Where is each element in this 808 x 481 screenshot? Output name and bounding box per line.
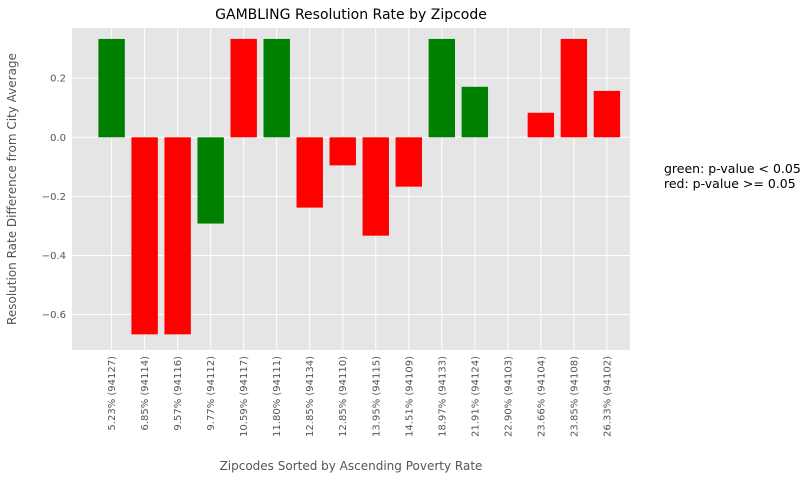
bar: [197, 137, 224, 224]
legend-entry-significant: green: p-value < 0.05: [664, 161, 801, 176]
bar: [164, 137, 191, 335]
bar: [230, 38, 257, 138]
x-tick-label: 10.59% (94117): [239, 356, 250, 437]
bar: [296, 137, 323, 208]
x-tick-label: 26.33% (94102): [602, 356, 613, 437]
bar: [362, 137, 389, 236]
x-tick-label: 12.85% (94110): [338, 356, 349, 437]
bar: [395, 137, 422, 187]
x-tick-label: 11.80% (94111): [272, 356, 283, 437]
bar: [98, 38, 125, 138]
bars: [98, 38, 621, 335]
bar: [131, 137, 158, 335]
x-tick-label: 12.85% (94134): [305, 356, 316, 437]
x-tick-label: 5.23% (94127): [107, 356, 118, 431]
y-tick-label: 0.0: [50, 133, 66, 144]
x-tick-label: 14.51% (94109): [404, 356, 415, 437]
y-tick-label: −0.6: [42, 310, 66, 321]
bar: [263, 38, 290, 138]
legend-entry-not-significant: red: p-value >= 0.05: [664, 176, 796, 191]
x-tick-label: 21.91% (94124): [470, 356, 481, 437]
x-tick-label: 22.90% (94103): [503, 356, 514, 437]
x-axis-label: Zipcodes Sorted by Ascending Poverty Rat…: [220, 459, 483, 473]
bar: [329, 137, 356, 166]
x-tick-label: 23.85% (94108): [569, 356, 580, 437]
x-tick-label: 18.97% (94133): [437, 356, 448, 437]
bar: [560, 38, 588, 138]
y-tick-label: 0.2: [50, 74, 66, 85]
x-tick-label: 9.77% (94112): [206, 356, 217, 431]
bar: [461, 86, 489, 138]
chart-title: GAMBLING Resolution Rate by Zipcode: [215, 7, 487, 23]
bar: [428, 38, 456, 138]
y-tick-label: −0.4: [42, 251, 66, 262]
y-axis-label: Resolution Rate Difference from City Ave…: [5, 53, 19, 325]
y-tick-label: −0.2: [42, 192, 66, 203]
x-tick-label: 9.57% (94116): [173, 356, 184, 431]
x-tick-label: 13.95% (94115): [371, 356, 382, 437]
x-tick-label: 6.85% (94114): [140, 356, 151, 431]
bar: [527, 112, 555, 138]
x-tick-label: 23.66% (94104): [536, 356, 547, 437]
x-axis-ticks: 5.23% (94127) 6.85% (94114) 9.57% (94116) 9…: [107, 356, 613, 437]
bar: [593, 90, 621, 138]
y-axis-ticks: 0.2 0.0 −0.2 −0.4 −0.6: [42, 74, 66, 321]
